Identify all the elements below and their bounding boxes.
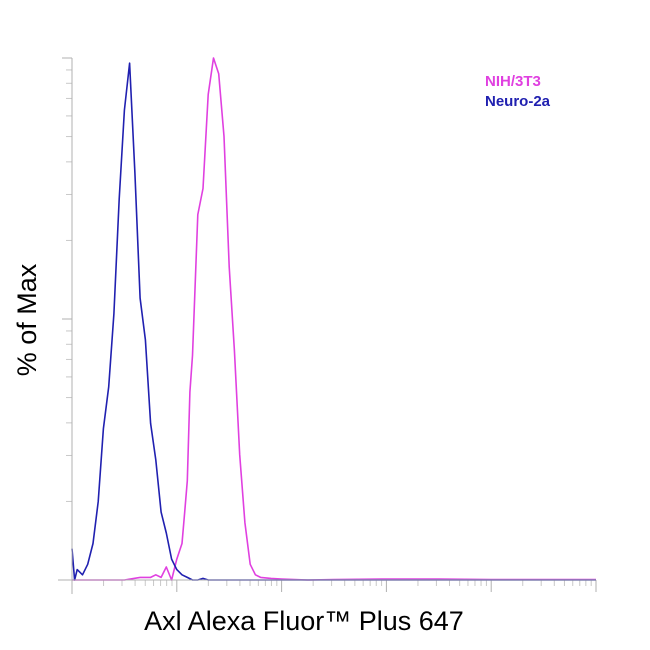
legend: NIH/3T3 Neuro-2a <box>485 73 551 110</box>
legend-label: Neuro-2a <box>485 93 551 110</box>
x-axis-title: Axl Alexa Fluor™ Plus 647 <box>144 606 464 636</box>
y-axis-title: % of Max <box>12 263 42 376</box>
legend-label: NIH/3T3 <box>485 73 541 90</box>
